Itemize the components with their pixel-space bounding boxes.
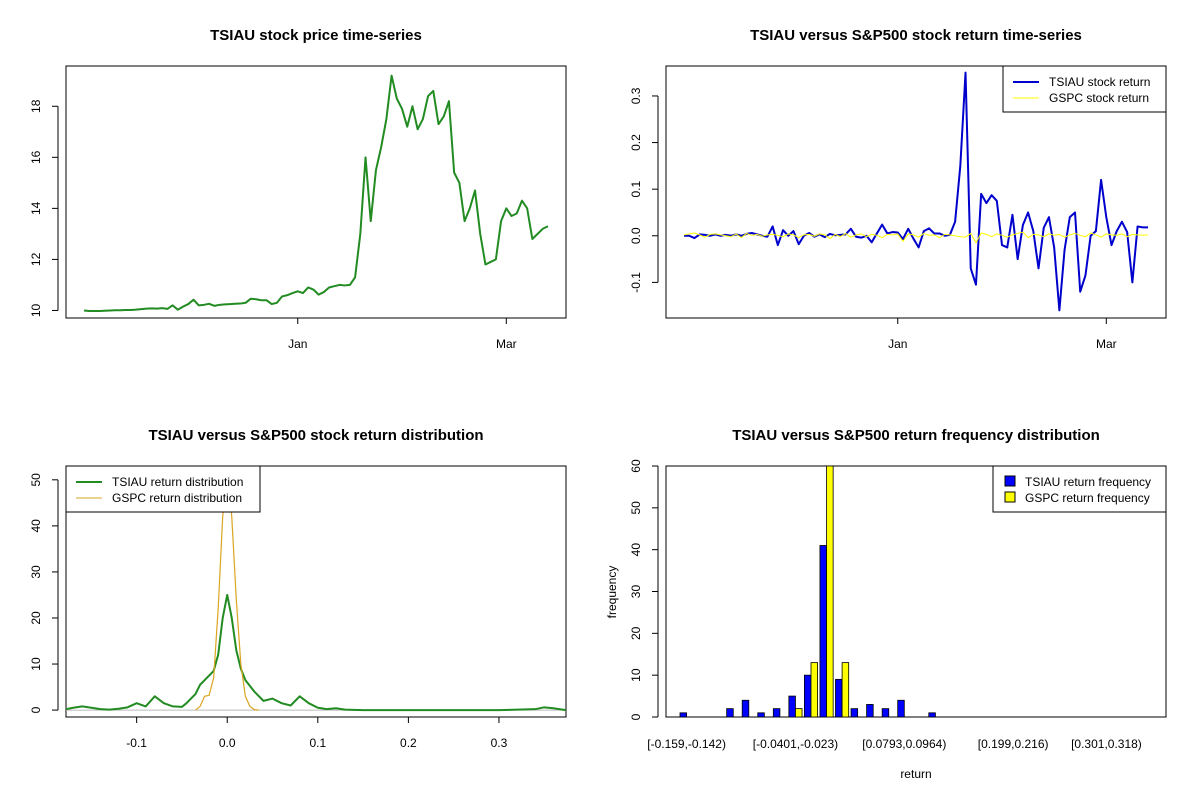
y-tick-label: 12 xyxy=(29,252,43,266)
y-tick-label: 10 xyxy=(29,657,43,671)
bar-gspc xyxy=(826,466,834,717)
chart-title-4: TSIAU versus S&P500 return frequency dis… xyxy=(732,427,1100,444)
y-axis-3: 0 10 20 30 40 50 xyxy=(29,473,59,713)
bar-tsiau xyxy=(897,699,905,717)
plot-frame-2 xyxy=(665,65,1167,319)
chart-title-3: TSIAU versus S&P500 stock return distrib… xyxy=(148,427,483,444)
legend-swatch xyxy=(1004,491,1016,503)
y-tick-label: 30 xyxy=(29,565,43,579)
x-tick-label: [0.301,0.318) xyxy=(1071,737,1142,751)
legend-3: TSIAU return distribution GSPC return dis… xyxy=(65,465,261,513)
series-line-gspc-return xyxy=(683,231,1149,244)
bar-tsiau xyxy=(850,708,859,717)
x-tick-label: -0.1 xyxy=(126,736,147,750)
bar-gspc xyxy=(841,662,850,717)
series-line-tsiau-density xyxy=(65,593,567,712)
series-group xyxy=(65,466,567,712)
legend-label: TSIAU return frequency xyxy=(1025,475,1151,489)
legend-label: GSPC return distribution xyxy=(112,491,242,505)
y-axis-1: 10 12 14 16 18 xyxy=(29,99,59,317)
y-tick-label: 30 xyxy=(629,585,643,599)
x-axis-title: return xyxy=(900,767,931,781)
y-tick-label: 0 xyxy=(29,706,43,713)
bars-group xyxy=(679,466,936,717)
legend-label: GSPC stock return xyxy=(1049,91,1149,105)
x-axis-1: Jan Mar xyxy=(288,318,517,351)
bar-tsiau xyxy=(757,712,765,717)
plot-frame-1 xyxy=(65,65,567,319)
y-tick-label: 0 xyxy=(629,713,643,720)
y-axis-4: 0 10 20 30 40 50 60 xyxy=(629,459,659,720)
bar-tsiau xyxy=(835,678,843,717)
legend-label: TSIAU stock return xyxy=(1049,75,1150,89)
y-tick-label: 20 xyxy=(629,626,643,640)
bar-gspc xyxy=(795,708,803,717)
chart-title-2: TSIAU versus S&P500 stock return time-se… xyxy=(750,27,1082,44)
y-tick-label: -0.1 xyxy=(629,272,643,293)
chart-title-1: TSIAU stock price time-series xyxy=(210,27,422,44)
series-line-tsiau-price xyxy=(83,74,549,312)
x-axis-2: Jan Mar xyxy=(888,318,1117,351)
y-tick-label: 0.2 xyxy=(629,134,643,151)
legend-label: TSIAU return distribution xyxy=(112,475,243,489)
bar-tsiau xyxy=(741,699,750,717)
bar-tsiau xyxy=(819,545,827,717)
x-axis-3: -0.1 0.0 0.1 0.2 0.3 xyxy=(126,717,508,750)
y-tick-label: 20 xyxy=(29,611,43,625)
y-axis-title: frequency xyxy=(605,566,619,619)
legend-box xyxy=(992,465,1167,513)
x-tick-label: [0.0793,0.0964) xyxy=(862,737,946,751)
bar-tsiau xyxy=(679,712,687,717)
bar-tsiau xyxy=(726,708,734,717)
y-tick-label: 16 xyxy=(29,150,43,164)
series-group xyxy=(683,71,1149,312)
y-tick-label: 0.1 xyxy=(629,181,643,198)
x-tick-label: Mar xyxy=(1096,337,1117,351)
x-tick-label: [-0.0401,-0.023) xyxy=(753,737,838,751)
bar-tsiau xyxy=(866,704,874,717)
y-tick-label: 0.0 xyxy=(629,227,643,244)
y-tick-label: 60 xyxy=(629,459,643,473)
bar-tsiau xyxy=(928,712,936,717)
y-tick-label: 40 xyxy=(629,543,643,557)
y-tick-label: 0.3 xyxy=(629,87,643,104)
x-tick-label: Jan xyxy=(288,337,307,351)
x-tick-label: 0.2 xyxy=(400,736,417,750)
bar-tsiau xyxy=(788,695,796,717)
legend-box xyxy=(1002,65,1167,113)
bar-gspc xyxy=(810,662,818,717)
y-tick-label: 14 xyxy=(29,201,43,215)
legend-swatch xyxy=(1004,475,1016,487)
x-axis-4: [-0.159,-0.142) [-0.0401,-0.023) [0.0793,0… xyxy=(647,737,1142,751)
plot-frame-4 xyxy=(665,465,1167,718)
x-tick-label: 0.1 xyxy=(309,736,326,750)
y-tick-label: 50 xyxy=(629,501,643,515)
y-tick-label: 10 xyxy=(629,668,643,682)
bar-tsiau xyxy=(804,674,812,717)
x-tick-label: 0.0 xyxy=(219,736,236,750)
series-line-gspc-density xyxy=(195,466,259,711)
x-tick-label: 0.3 xyxy=(491,736,508,750)
legend-2: TSIAU stock return GSPC stock return xyxy=(1002,65,1167,113)
legend-box xyxy=(65,465,261,513)
x-tick-label: [-0.159,-0.142) xyxy=(647,737,726,751)
legend-label: GSPC return frequency xyxy=(1025,491,1150,505)
bar-tsiau xyxy=(772,708,781,717)
series-group xyxy=(83,74,549,312)
x-tick-label: [0.199,0.216) xyxy=(978,737,1049,751)
y-tick-label: 50 xyxy=(29,473,43,487)
bar-tsiau xyxy=(881,708,890,717)
x-tick-label: Jan xyxy=(888,337,907,351)
y-tick-label: 40 xyxy=(29,519,43,533)
y-axis-2: -0.1 0.0 0.1 0.2 0.3 xyxy=(629,87,659,293)
plot-frame-3 xyxy=(65,465,567,718)
y-tick-label: 10 xyxy=(29,303,43,317)
legend-4: TSIAU return frequency GSPC return freque… xyxy=(992,465,1167,513)
y-tick-label: 18 xyxy=(29,99,43,113)
x-tick-label: Mar xyxy=(496,337,517,351)
